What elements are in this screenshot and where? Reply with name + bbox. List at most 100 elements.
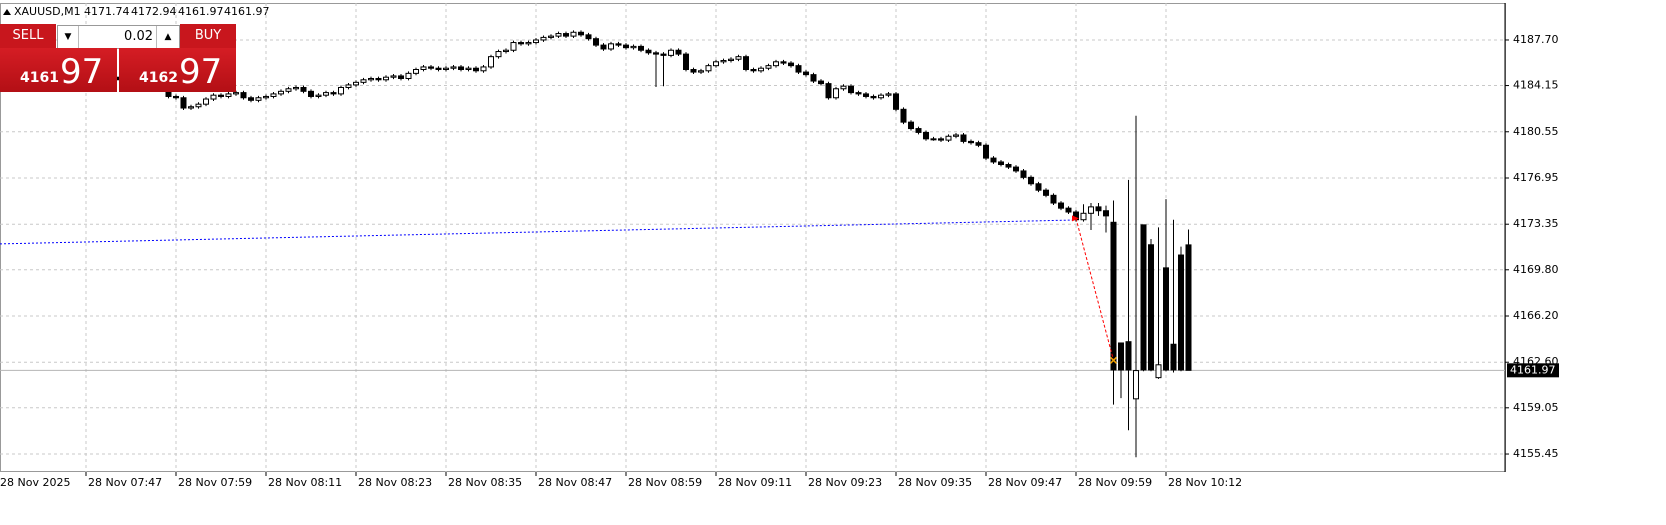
candle-body (968, 140, 974, 144)
candle-body (518, 42, 524, 45)
candle-body (690, 69, 697, 73)
symbol-title: XAUUSD,M1 (14, 5, 81, 18)
candle-body (765, 65, 772, 69)
y-tick-label: 4166.20 (1513, 309, 1559, 322)
sell-price[interactable]: 4161 97 (0, 48, 117, 92)
volume-up[interactable]: ▲ (156, 26, 179, 48)
candle-body (1185, 244, 1192, 371)
candle-body (863, 93, 869, 97)
candle-body (810, 74, 817, 82)
candle-body (1103, 210, 1109, 217)
y-tick-label: 4159.05 (1513, 401, 1559, 414)
x-tick-label: 28 Nov 08:11 (268, 476, 342, 489)
header-close: 4161.97 (224, 5, 270, 18)
header-low: 4161.97 (178, 5, 224, 18)
candle-body (390, 75, 397, 78)
candle-body (975, 142, 982, 146)
candle-body (623, 44, 629, 49)
candle-body (803, 71, 809, 76)
candle-body (743, 56, 749, 71)
buy-price[interactable]: 4162 97 (119, 48, 236, 92)
candle-body (915, 128, 922, 133)
candle-body (758, 67, 764, 72)
candle-body (795, 65, 802, 73)
candle-body (1125, 341, 1132, 371)
candle-body (555, 33, 562, 37)
candle-body (998, 161, 1004, 166)
candle-body (1155, 364, 1162, 379)
candle-body (570, 31, 577, 37)
candle-body (705, 65, 712, 72)
y-tick-label: 4169.80 (1513, 263, 1559, 276)
candle-body (728, 58, 734, 62)
candle-body (458, 66, 464, 71)
candle-body (1178, 254, 1184, 371)
x-tick-label: 28 Nov 08:23 (358, 476, 432, 489)
y-tick-label: 4184.15 (1513, 79, 1559, 92)
candle-body (1163, 267, 1169, 371)
candle-body (495, 51, 502, 58)
candle-body (368, 77, 374, 81)
candle-body (398, 75, 404, 79)
candle-body (818, 80, 824, 85)
candle-body (893, 93, 899, 110)
volume-down[interactable]: ▼ (58, 26, 79, 48)
candle-body (173, 95, 179, 99)
candle-body (188, 106, 194, 109)
candle-body (308, 90, 314, 97)
candle-body (825, 83, 832, 99)
candle-body (540, 36, 547, 41)
trade-line (1075, 218, 1114, 361)
candle-body (675, 49, 682, 55)
candle-body (248, 97, 254, 101)
volume-field[interactable]: ▼ 0.02 ▲ (57, 25, 180, 49)
candle-body (323, 92, 329, 96)
candle-body (503, 49, 509, 53)
y-tick-label: 4155.45 (1513, 447, 1559, 460)
candle-body (578, 31, 584, 36)
sell-button[interactable]: SELL (0, 24, 56, 48)
candle-body (293, 86, 299, 90)
candle-body (1080, 212, 1087, 221)
candle-body (473, 67, 479, 72)
candle-body (870, 95, 877, 99)
candle-body (240, 92, 247, 99)
candle-body (1170, 343, 1177, 371)
buy-button[interactable]: BUY (180, 24, 236, 48)
candle-body (1095, 206, 1102, 212)
candle-body (233, 92, 239, 95)
candle-body (1065, 207, 1072, 213)
x-tick-label: 28 Nov 07:59 (178, 476, 252, 489)
candle-body (383, 76, 389, 81)
candle-body (930, 138, 937, 141)
x-tick-label: 28 Nov 09:23 (808, 476, 882, 489)
x-tick-label: 28 Nov 08:47 (538, 476, 612, 489)
x-tick-label: 28 Nov 09:47 (988, 476, 1062, 489)
candle-body (345, 84, 352, 88)
candle-body (1035, 183, 1042, 191)
candle-body (203, 98, 209, 105)
collapse-icon[interactable] (3, 9, 11, 15)
candle-body (278, 90, 284, 95)
candle-body (428, 66, 434, 69)
candle-body (938, 138, 944, 141)
header-high: 4172.94 (131, 5, 177, 18)
candle-body (300, 86, 307, 92)
candle-body (833, 88, 839, 99)
candle-body (1110, 221, 1117, 371)
candle-body (593, 38, 599, 46)
candle-body (353, 81, 359, 86)
candle-body (780, 61, 787, 64)
candle-body (848, 85, 854, 94)
x-tick-label: 28 Nov 2025 (0, 476, 70, 489)
candle-body (878, 94, 884, 99)
candle-body (533, 39, 539, 44)
candle-body (1013, 166, 1019, 172)
y-tick-label: 4173.35 (1513, 217, 1559, 230)
candle-body (195, 103, 202, 108)
candle-body (608, 43, 614, 50)
trade-open-marker (1072, 215, 1079, 222)
candle-body (660, 53, 667, 56)
candle-body (405, 72, 412, 79)
volume-value[interactable]: 0.02 (124, 29, 153, 44)
